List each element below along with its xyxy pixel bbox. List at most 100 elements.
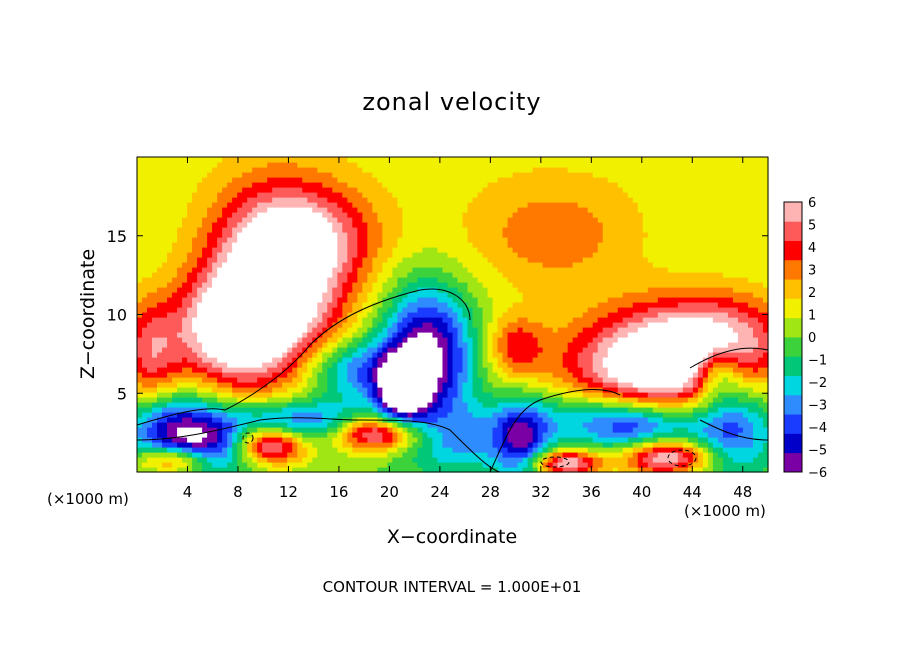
heatmap-cell <box>302 367 308 373</box>
heatmap-cell <box>182 447 188 453</box>
heatmap-cell <box>407 157 414 163</box>
heatmap-cell <box>212 182 218 188</box>
heatmap-cell <box>202 262 208 268</box>
heatmap-cell <box>232 157 238 163</box>
heatmap-cell <box>262 247 268 253</box>
heatmap-cell <box>322 262 328 268</box>
heatmap-cell <box>507 232 514 238</box>
heatmap-cell <box>442 277 449 283</box>
heatmap-cell <box>447 292 454 298</box>
heatmap-cell <box>397 287 404 293</box>
heatmap-cell <box>457 402 464 408</box>
heatmap-cell <box>507 252 514 258</box>
heatmap-cell <box>162 452 168 458</box>
heatmap-cell <box>157 377 163 383</box>
heatmap-cell <box>222 202 228 208</box>
heatmap-cell <box>317 302 323 308</box>
heatmap-cell <box>172 257 178 263</box>
heatmap-cell <box>407 452 414 458</box>
heatmap-cell <box>527 277 534 283</box>
heatmap-cell <box>512 227 519 233</box>
heatmap-cell <box>437 437 444 443</box>
heatmap-cell <box>372 322 378 328</box>
heatmap-cell <box>512 427 519 433</box>
heatmap-cell <box>187 297 193 303</box>
heatmap-cell <box>342 327 348 333</box>
heatmap-cell <box>142 382 148 388</box>
heatmap-cell <box>467 417 474 423</box>
heatmap-cell <box>187 332 193 338</box>
heatmap-cell <box>207 437 213 443</box>
heatmap-cell <box>427 372 434 378</box>
heatmap-cell <box>167 402 173 408</box>
heatmap-cell <box>432 432 439 438</box>
heatmap-cell <box>392 387 399 393</box>
heatmap-cell <box>257 162 263 168</box>
heatmap-cell <box>497 337 504 343</box>
heatmap-cell <box>432 207 439 213</box>
heatmap-cell <box>257 302 263 308</box>
heatmap-cell <box>287 357 293 363</box>
heatmap-cell <box>372 267 378 273</box>
heatmap-cell <box>297 362 303 368</box>
heatmap-cell <box>172 292 178 298</box>
heatmap-cell <box>212 177 218 183</box>
heatmap-cell <box>162 377 168 383</box>
heatmap-cell <box>212 352 218 358</box>
heatmap-cell <box>362 457 368 463</box>
heatmap-cell <box>432 287 439 293</box>
heatmap-cell <box>322 367 328 373</box>
heatmap-cell <box>227 277 233 283</box>
heatmap-cell <box>282 307 288 313</box>
heatmap-cell <box>377 327 383 333</box>
heatmap-cell <box>522 212 529 218</box>
heatmap-cell <box>287 192 293 198</box>
heatmap-cell <box>502 247 509 253</box>
heatmap-cell <box>357 397 363 403</box>
heatmap-cell <box>297 457 303 463</box>
heatmap-cell <box>522 367 529 373</box>
heatmap-cell <box>332 377 338 383</box>
heatmap-cell <box>202 197 208 203</box>
heatmap-cell <box>447 337 454 343</box>
heatmap-cell <box>527 282 534 288</box>
heatmap-cell <box>147 462 153 468</box>
heatmap-cell <box>167 282 173 288</box>
heatmap-cell <box>217 352 223 358</box>
heatmap-cell <box>202 182 208 188</box>
heatmap-cell <box>147 157 153 163</box>
heatmap-cell <box>367 312 373 318</box>
heatmap-cell <box>532 462 539 468</box>
heatmap-cell <box>502 327 509 333</box>
heatmap-cell <box>472 307 479 313</box>
heatmap-cell <box>287 177 293 183</box>
heatmap-cell <box>347 292 353 298</box>
heatmap-cell <box>532 387 539 393</box>
heatmap-cell <box>457 447 464 453</box>
heatmap-cell <box>522 322 529 328</box>
heatmap-cell <box>342 322 348 328</box>
heatmap-cell <box>157 222 163 228</box>
heatmap-cell <box>417 247 424 253</box>
heatmap-cell <box>347 327 353 333</box>
heatmap-cell <box>332 177 338 183</box>
heatmap-cell <box>292 422 298 428</box>
heatmap-cell <box>357 227 363 233</box>
heatmap-cell <box>372 412 378 418</box>
heatmap-cell <box>257 262 263 268</box>
heatmap-cell <box>372 212 378 218</box>
heatmap-cell <box>187 442 193 448</box>
heatmap-cell <box>227 252 233 258</box>
heatmap-cell <box>202 217 208 223</box>
heatmap-cell <box>422 332 429 338</box>
heatmap-cell <box>167 457 173 463</box>
heatmap-cell <box>242 237 248 243</box>
heatmap-cell <box>367 432 373 438</box>
heatmap-cell <box>312 467 318 473</box>
heatmap-cell <box>327 322 333 328</box>
heatmap-cell <box>462 192 469 198</box>
heatmap-cell <box>152 432 158 438</box>
heatmap-cell <box>137 412 143 418</box>
heatmap-cell <box>502 442 509 448</box>
heatmap-cell <box>322 297 328 303</box>
